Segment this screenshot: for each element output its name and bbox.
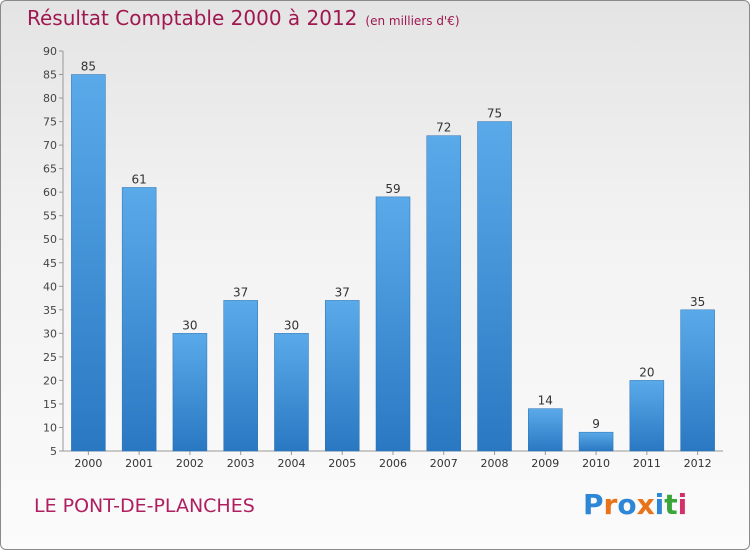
y-tick-label: 45	[43, 257, 57, 270]
x-tick-label: 2002	[176, 457, 204, 470]
bar-2007	[426, 135, 462, 452]
logo-letter: x	[636, 488, 655, 521]
x-tick-label: 2003	[227, 457, 255, 470]
y-tick-label: 70	[43, 139, 57, 152]
bar-2006	[375, 196, 411, 452]
y-tick-label: 75	[43, 116, 57, 129]
chart-subtitle: (en milliers d'€)	[365, 14, 460, 28]
bar-2005	[324, 300, 360, 452]
commune-name: LE PONT-DE-PLANCHES	[34, 495, 255, 517]
bar-2012	[680, 309, 715, 452]
y-tick-label: 50	[43, 233, 57, 246]
bar-value-label: 9	[592, 417, 600, 431]
bar-value-label: 85	[81, 60, 96, 74]
y-tick-label: 55	[43, 210, 57, 223]
y-tick-label: 85	[43, 69, 57, 82]
chart-axes: 5 10 15 20 25 30 35 40 45 50 55 60 65 70 75 80 85 90 2000 2…	[43, 45, 723, 470]
bar-value-label: 75	[487, 107, 502, 121]
logo-letter: P	[583, 488, 604, 521]
logo-letter: o	[617, 488, 637, 521]
y-tick-label: 30	[43, 327, 57, 340]
y-tick-label: 65	[43, 163, 57, 176]
title-text: Résultat Comptable 2000 à 2012	[27, 6, 358, 30]
chart-title: Résultat Comptable 2000 à 2012 (en millie…	[27, 6, 460, 30]
bar-2009	[528, 408, 563, 452]
bar-2008	[477, 121, 512, 452]
logo-letter: t	[664, 488, 678, 521]
bar-value-label: 37	[335, 285, 350, 299]
bar-2003	[223, 300, 258, 452]
y-tick-label: 5	[50, 445, 57, 458]
x-tick-label: 2011	[633, 457, 661, 470]
y-tick-label: 20	[43, 374, 57, 387]
y-tick-label: 15	[43, 398, 57, 411]
bar-2011	[629, 380, 665, 452]
x-tick-label: 2000	[74, 457, 102, 470]
proxiti-logo: Proxiti	[583, 488, 687, 521]
bar-value-label: 61	[132, 172, 147, 186]
bar-2001	[121, 187, 157, 452]
logo-letter: i	[677, 488, 688, 521]
bar-value-label: 30	[182, 318, 197, 332]
bar-value-label: 72	[436, 121, 451, 135]
bar-value-label: 30	[284, 318, 299, 332]
y-tick-label: 40	[43, 280, 57, 293]
bar-value-label: 37	[233, 285, 248, 299]
bar-2000	[71, 74, 106, 452]
chart-bars: 85 61 30 37 30 37 59 72 75 14 9 20 35	[71, 60, 715, 452]
y-tick-label: 60	[43, 186, 57, 199]
x-tick-label: 2012	[684, 457, 712, 470]
bar-2010	[578, 431, 614, 452]
x-tick-label: 2005	[328, 457, 356, 470]
x-tick-label: 2004	[277, 457, 305, 470]
bar-value-label: 20	[639, 365, 654, 379]
y-tick-label: 35	[43, 304, 57, 317]
x-tick-label: 2009	[531, 457, 559, 470]
bar-value-label: 14	[538, 394, 553, 408]
logo-letter: i	[654, 488, 665, 521]
x-tick-label: 2006	[379, 457, 407, 470]
y-tick-label: 25	[43, 351, 57, 364]
y-tick-label: 10	[43, 421, 57, 434]
x-tick-label: 2010	[582, 457, 610, 470]
bar-value-label: 35	[690, 295, 705, 309]
x-tick-label: 2001	[125, 457, 153, 470]
x-tick-label: 2008	[481, 457, 509, 470]
logo-letter: r	[603, 488, 618, 521]
bar-value-label: 59	[385, 182, 400, 196]
bar-2004	[274, 333, 309, 452]
y-tick-label: 90	[43, 45, 57, 58]
bar-2002	[172, 333, 208, 452]
y-tick-label: 80	[43, 92, 57, 105]
x-tick-label: 2007	[430, 457, 458, 470]
